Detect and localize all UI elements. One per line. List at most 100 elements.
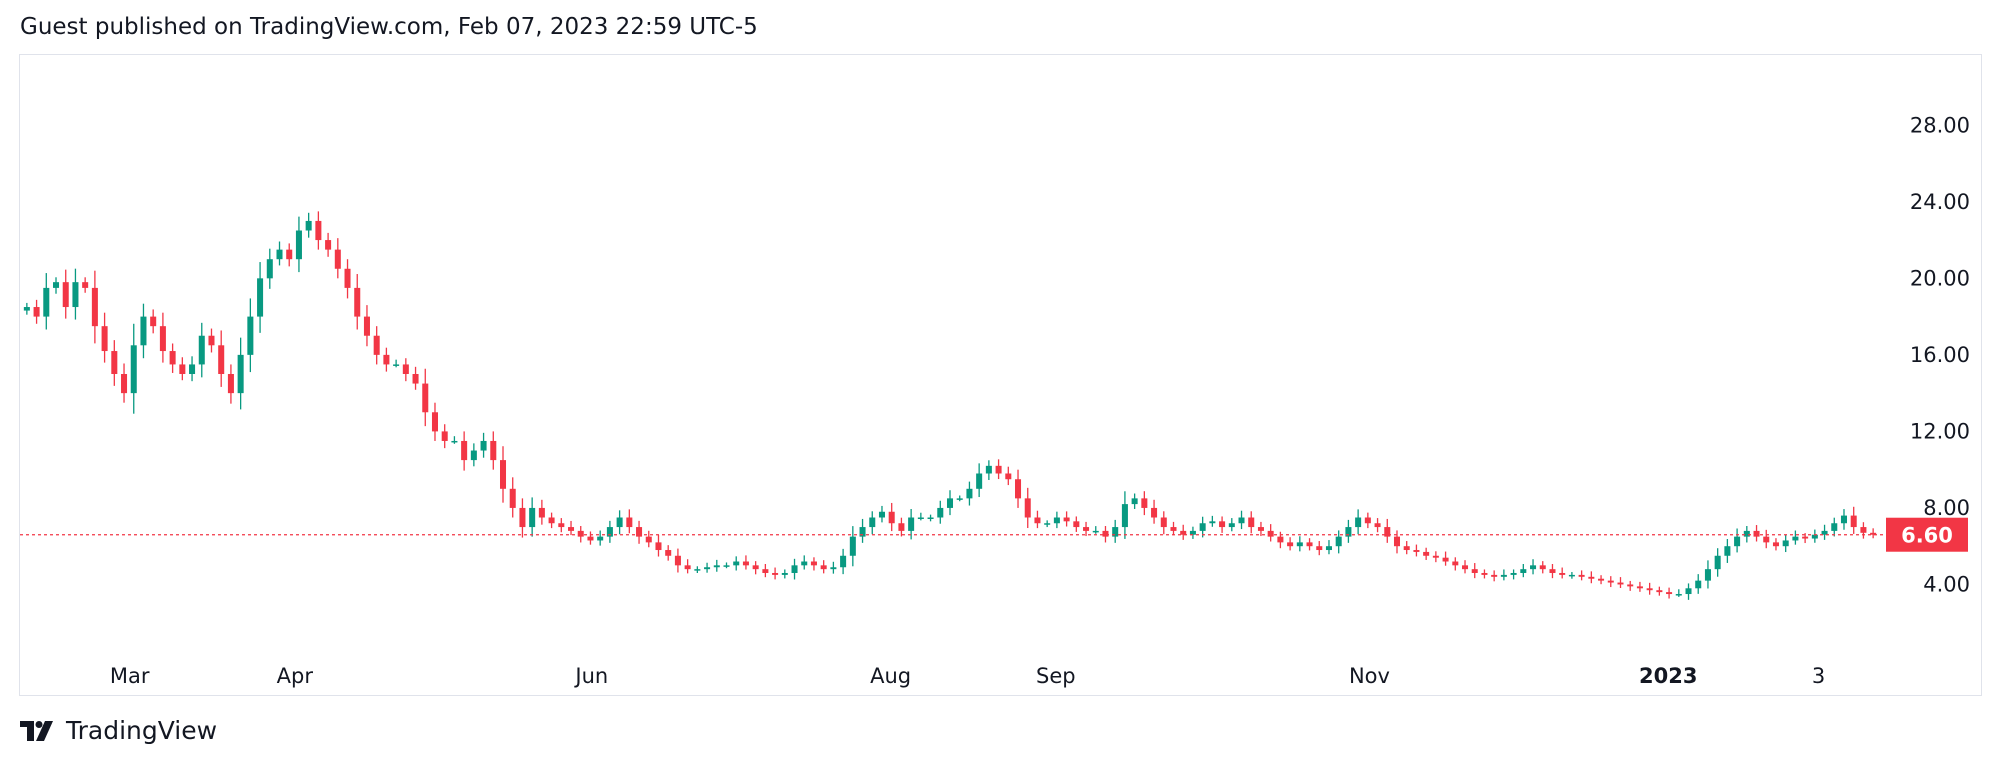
candle-body xyxy=(383,354,390,365)
tradingview-brand[interactable]: TradingView xyxy=(20,716,217,745)
candle-body xyxy=(1850,515,1857,528)
candle xyxy=(1219,516,1226,533)
candle-body xyxy=(606,527,613,537)
price-axis: 28.00 24.00 20.00 16.00 12.00 8.00 4.00 xyxy=(1910,113,1970,596)
candle-body xyxy=(422,383,429,413)
candle-body xyxy=(1870,532,1877,535)
candle-body xyxy=(1102,530,1109,537)
brand-name: TradingView xyxy=(66,716,218,745)
candle xyxy=(1335,530,1342,554)
time-tick-label: Nov xyxy=(1349,664,1390,688)
candle xyxy=(548,512,555,529)
candle-body xyxy=(325,240,332,250)
candle xyxy=(1792,530,1799,545)
candle xyxy=(1636,581,1643,592)
time-tick-label: 2023 xyxy=(1639,664,1697,688)
candle xyxy=(995,459,1002,480)
candle-body xyxy=(849,536,856,556)
candle xyxy=(713,559,720,572)
candle xyxy=(169,343,176,373)
candle xyxy=(509,477,516,518)
candle xyxy=(684,559,691,574)
candle-body xyxy=(1403,546,1410,551)
candle-body xyxy=(704,567,711,570)
publish-info: Guest published on TradingView.com, Feb … xyxy=(20,14,758,40)
candle-body xyxy=(1083,527,1090,531)
candle-body xyxy=(441,431,448,441)
candle xyxy=(305,212,312,238)
candle xyxy=(1646,582,1653,595)
candle-body xyxy=(1199,523,1206,531)
candle xyxy=(1491,570,1498,582)
candle-body xyxy=(1393,536,1401,547)
candle xyxy=(636,520,643,544)
price-tick-label: 12.00 xyxy=(1910,419,1970,443)
candle xyxy=(1704,560,1711,589)
candle-body xyxy=(354,287,361,317)
time-tick-label: Apr xyxy=(277,664,314,688)
candle-body xyxy=(1724,546,1731,556)
candle xyxy=(1539,561,1546,574)
candle-body xyxy=(150,316,157,327)
candle-body xyxy=(1520,569,1527,573)
candle xyxy=(1821,524,1828,540)
candle xyxy=(820,560,827,574)
candle xyxy=(1734,528,1741,553)
candle-body xyxy=(781,572,788,575)
candle xyxy=(1199,516,1206,538)
candle-body xyxy=(917,517,924,519)
candle-body xyxy=(1821,530,1828,535)
candle-body xyxy=(295,230,302,260)
candle xyxy=(1287,537,1294,551)
candle xyxy=(587,531,594,545)
time-tick-label: Jun xyxy=(573,664,608,688)
candle-body xyxy=(1189,530,1196,535)
last-price-badge xyxy=(1886,517,1968,552)
candle xyxy=(52,277,60,294)
candle-body xyxy=(1112,527,1119,537)
candle xyxy=(1413,544,1420,557)
candle xyxy=(1782,534,1789,553)
price-chart[interactable]: 6.60 28.00 24.00 20.00 16.00 12.00 8.00 4.00 M… xyxy=(20,55,1983,697)
candle-body xyxy=(1170,527,1177,531)
candle xyxy=(1063,511,1070,527)
candle xyxy=(859,518,866,543)
candle xyxy=(1598,575,1605,585)
candle-body xyxy=(1364,517,1371,524)
candle xyxy=(1393,530,1401,554)
price-tick-label: 24.00 xyxy=(1910,190,1970,214)
candle-body xyxy=(946,498,954,508)
candle xyxy=(198,322,205,378)
chart-panel[interactable]: 6.60 28.00 24.00 20.00 16.00 12.00 8.00 4.00 M… xyxy=(19,54,1982,696)
candle-body xyxy=(72,282,79,308)
candle-body xyxy=(1500,574,1507,577)
candle-body xyxy=(1539,565,1546,570)
candle-body xyxy=(1141,498,1148,508)
candle-body xyxy=(373,335,380,355)
candle xyxy=(1044,520,1051,528)
candle-body xyxy=(91,287,98,327)
candle-body xyxy=(976,473,983,489)
candle-body xyxy=(1530,565,1537,570)
candle-body xyxy=(33,307,40,317)
candle-body xyxy=(1073,521,1080,528)
candle-body xyxy=(1355,517,1362,528)
candle xyxy=(33,299,40,324)
candle xyxy=(1403,541,1410,555)
candle xyxy=(1267,524,1274,542)
candle-body xyxy=(1384,527,1391,537)
candle xyxy=(1627,580,1634,591)
candle-body xyxy=(694,569,701,571)
candle-body xyxy=(1763,536,1770,543)
candle-body xyxy=(1063,517,1070,522)
candle-body xyxy=(431,412,438,432)
candle xyxy=(412,366,419,390)
candle xyxy=(101,312,108,363)
candle-body xyxy=(237,354,244,394)
candle xyxy=(363,305,370,347)
candle xyxy=(1151,499,1158,524)
candle xyxy=(451,436,458,444)
last-price-line-group: 6.60 xyxy=(20,517,1968,552)
candle xyxy=(1607,576,1614,588)
candle-body xyxy=(121,374,128,394)
